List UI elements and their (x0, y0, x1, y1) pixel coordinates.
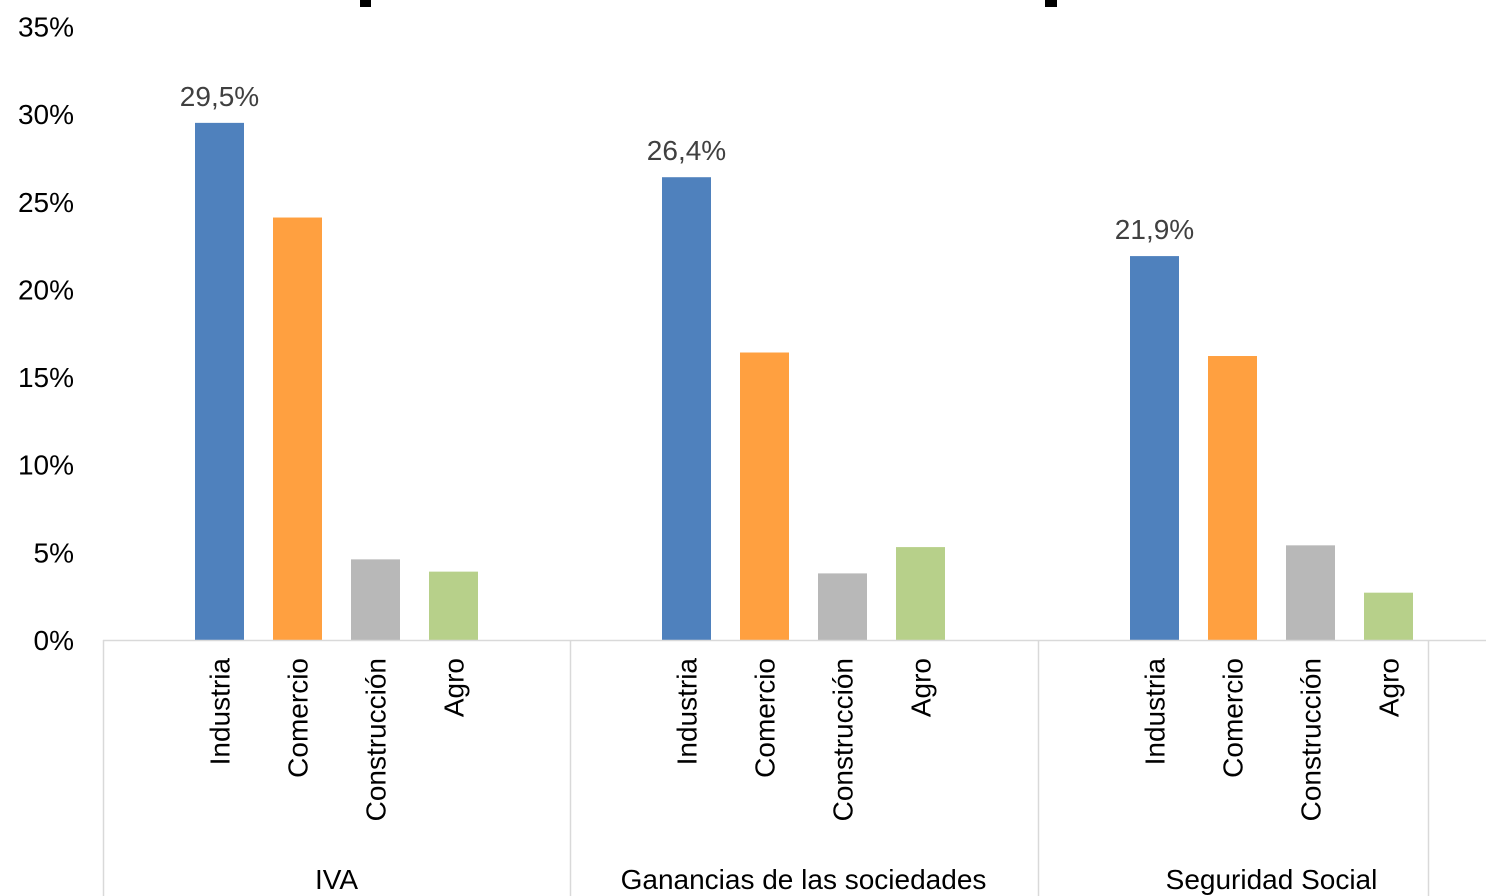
bar-industria-3 (1130, 256, 1179, 640)
bar-comercio-3 (1208, 356, 1257, 640)
bar-agro-3 (1364, 592, 1413, 640)
category-label: Comercio (750, 658, 781, 778)
y-tick-label: 15% (18, 362, 74, 393)
chart-title-cropped (360, 0, 1057, 7)
category-label: Construcción (1296, 658, 1327, 821)
category-label: Industria (672, 658, 703, 766)
data-label: 29,5% (180, 81, 259, 112)
bar-agro-2 (896, 547, 945, 640)
category-label: Agro (1374, 658, 1405, 717)
y-axis: 0% 5% 10% 15% 20% 25% 30% 35% (18, 11, 74, 656)
bar-construccin-3 (1286, 545, 1335, 640)
x-axis: Industria Comercio Construcción Agro IVA Indu… (102, 639, 1486, 896)
plot-area: 29,5% 26,4% 21,9% (180, 81, 1413, 641)
y-tick-label: 5% (34, 537, 74, 568)
group-label: IVA (315, 864, 358, 895)
y-tick-label: 30% (18, 99, 74, 130)
category-label: Construcción (828, 658, 859, 821)
y-tick-label: 20% (18, 274, 74, 305)
y-tick-label: 10% (18, 450, 74, 481)
data-label: 26,4% (647, 135, 726, 166)
bar-construccin-2 (818, 573, 867, 640)
bar-industria-1 (195, 122, 244, 641)
y-tick-label: 0% (34, 625, 74, 656)
bar-comercio-1 (273, 217, 322, 641)
y-tick-label: 35% (18, 11, 74, 42)
bar-industria-2 (662, 177, 711, 640)
category-label: Comercio (283, 658, 314, 778)
category-label: Industria (1140, 658, 1171, 766)
bar-construccin-1 (351, 559, 400, 640)
bar-comercio-2 (740, 352, 789, 640)
group-label: Seguridad Social (1166, 864, 1378, 895)
bar-agro-1 (429, 571, 478, 640)
category-label: Agro (439, 658, 470, 717)
category-label: Construcción (361, 658, 392, 821)
group-label: Ganancias de las sociedades (621, 864, 987, 895)
y-tick-label: 25% (18, 187, 74, 218)
data-label: 21,9% (1115, 214, 1194, 245)
category-label: Agro (906, 658, 937, 717)
category-label: Comercio (1218, 658, 1249, 778)
category-label: Industria (205, 658, 236, 766)
